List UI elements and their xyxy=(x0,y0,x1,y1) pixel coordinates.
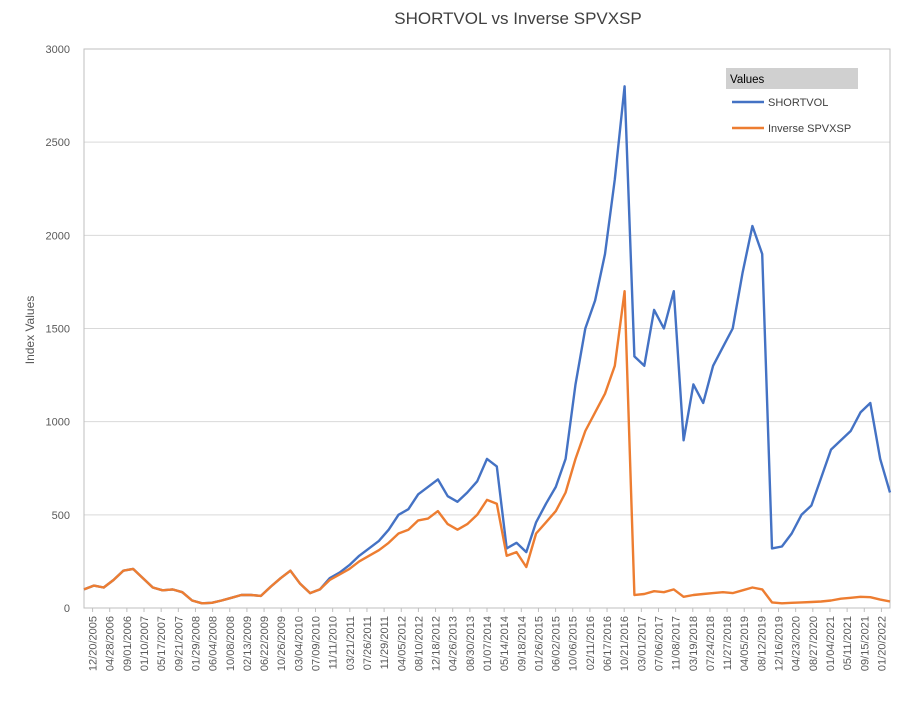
x-tick-label: 06/02/2015 xyxy=(551,616,563,671)
x-tick-label: 08/12/2019 xyxy=(756,616,768,671)
x-tick-label: 12/20/2005 xyxy=(88,616,100,671)
legend-header xyxy=(726,68,858,89)
x-tick-label: 05/11/2021 xyxy=(842,616,854,670)
x-tick-label: 12/18/2012 xyxy=(431,616,443,671)
series-line-inverse-spvxsp xyxy=(83,290,891,605)
legend-entry-label: Inverse SPVXSP xyxy=(768,123,851,135)
x-tick-label: 08/30/2013 xyxy=(465,616,477,671)
series-lines xyxy=(83,85,892,605)
x-tick-label: 04/05/2019 xyxy=(739,616,751,671)
x-tick-label: 07/06/2017 xyxy=(653,616,665,671)
y-tick-label: 2500 xyxy=(46,137,70,149)
x-tick-label: 04/05/2012 xyxy=(396,616,408,671)
y-tick-label: 500 xyxy=(52,510,70,522)
x-tick-label: 01/20/2022 xyxy=(876,616,888,671)
x-tick-label: 01/26/2015 xyxy=(533,616,545,671)
y-tick-label: 1000 xyxy=(46,417,70,429)
x-tick-label: 06/04/2008 xyxy=(208,616,220,671)
x-tick-label: 12/16/2019 xyxy=(774,616,786,671)
x-tick-label: 07/09/2010 xyxy=(311,616,323,671)
x-tick-label: 01/07/2014 xyxy=(482,616,494,671)
x-tick-label: 08/10/2012 xyxy=(413,616,425,671)
x-tick-label: 09/18/2014 xyxy=(516,616,528,671)
x-tick-label: 09/21/2007 xyxy=(173,616,185,671)
x-tick-label: 10/06/2015 xyxy=(568,616,580,671)
y-tick-label: 1500 xyxy=(46,324,70,336)
x-tick-label: 10/08/2008 xyxy=(225,616,237,671)
series-line-shortvol xyxy=(83,85,892,605)
y-axis-label: Index Values xyxy=(23,296,37,365)
x-tick-label: 11/11/2010 xyxy=(328,616,340,669)
x-tick-label: 08/27/2020 xyxy=(808,616,820,671)
x-tick-label: 03/19/2018 xyxy=(688,616,700,671)
x-tick-label: 03/21/2011 xyxy=(345,616,357,670)
x-tick-label: 06/22/2009 xyxy=(259,616,271,671)
x-tick-label: 11/29/2011 xyxy=(379,616,391,669)
x-tick-label: 05/14/2014 xyxy=(499,616,511,671)
x-tick-label: 10/21/2016 xyxy=(619,616,631,671)
x-tick-label: 09/15/2021 xyxy=(859,616,871,671)
legend-title: Values xyxy=(730,74,765,86)
x-tick-label: 01/04/2021 xyxy=(825,616,837,671)
x-tick-label: 03/01/2017 xyxy=(636,616,648,671)
x-tick-label: 04/28/2006 xyxy=(105,616,117,671)
x-tick-label: 02/11/2016 xyxy=(585,616,597,670)
y-tick-label: 3000 xyxy=(46,44,70,56)
x-tick-label: 04/23/2020 xyxy=(791,616,803,671)
x-tick-label: 11/27/2018 xyxy=(722,616,734,670)
x-tick-label: 07/24/2018 xyxy=(705,616,717,671)
x-tick-label: 01/29/2008 xyxy=(190,616,202,671)
y-tick-label: 0 xyxy=(64,603,70,615)
x-tick-label: 04/26/2013 xyxy=(448,616,460,671)
x-tick-label: 02/13/2009 xyxy=(242,616,254,671)
axes: 0 500 1000 1500 2000 2500 3000 12/20/2005 04/28/… xyxy=(46,44,891,671)
legend-entry-label: SHORTVOL xyxy=(768,97,828,109)
x-tick-label: 01/10/2007 xyxy=(139,616,151,671)
x-tick-label: 10/26/2009 xyxy=(276,616,288,671)
y-tick-label: 2000 xyxy=(46,230,70,242)
chart-title: SHORTVOL vs Inverse SPVXSP xyxy=(394,9,642,28)
x-tick-label: 05/17/2007 xyxy=(156,616,168,671)
x-tick-label: 07/26/2011 xyxy=(362,616,374,670)
x-tick-label: 06/17/2016 xyxy=(602,616,614,671)
x-tick-label: 11/08/2017 xyxy=(671,616,683,670)
x-tick-label: 03/04/2010 xyxy=(293,616,305,671)
x-tick-label: 09/01/2006 xyxy=(122,616,134,671)
